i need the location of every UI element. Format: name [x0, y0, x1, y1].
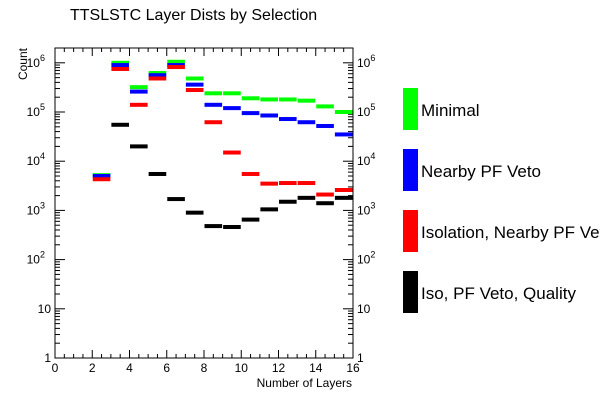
bin-nearby-pf-veto — [92, 174, 111, 179]
plot-frame — [54, 47, 354, 359]
legend-label-isolation-nearby-pf-veto: Isolation, Nearby PF Veto — [421, 223, 600, 242]
bin-minimal — [204, 91, 223, 96]
y-tick-label: 102 — [357, 250, 375, 267]
bin-nearby-pf-veto — [260, 113, 278, 118]
bin-nearby-pf-veto — [223, 106, 241, 111]
x-tick-label: 10 — [235, 361, 249, 375]
y-tick-label: 102 — [27, 250, 45, 267]
bin-iso-pf-veto-quality — [204, 224, 223, 229]
bin-nearby-pf-veto — [148, 73, 167, 78]
bin-nearby-pf-veto — [204, 102, 223, 107]
chart-title: TTSLSTC Layer Dists by Selection — [70, 7, 317, 24]
legend-swatch-isolation-nearby-pf-veto — [403, 210, 418, 252]
y-tick-label: 106 — [27, 53, 45, 70]
y-tick-label: 103 — [27, 200, 45, 217]
bin-iso-pf-veto-quality — [130, 144, 148, 149]
bin-iso-pf-veto-quality — [334, 195, 353, 200]
legend-swatch-nearby-pf-veto — [403, 149, 418, 191]
bin-isolation-nearby-pf-veto — [167, 65, 185, 70]
legend-label-iso-pf-veto-quality: Iso, PF Veto, Quality — [421, 284, 576, 303]
legend-label-minimal: Minimal — [421, 101, 480, 120]
bin-nearby-pf-veto — [279, 117, 297, 122]
x-tick-label: 12 — [272, 361, 286, 375]
y-axis-label: Count — [16, 47, 30, 80]
bin-minimal — [223, 91, 241, 96]
bin-nearby-pf-veto — [130, 89, 148, 94]
x-tick-label: 4 — [126, 361, 133, 375]
bin-iso-pf-veto-quality — [185, 210, 204, 215]
y-tick-label: 105 — [357, 102, 375, 119]
x-tick-label: 2 — [89, 361, 96, 375]
bin-iso-pf-veto-quality — [148, 171, 167, 176]
bin-nearby-pf-veto — [316, 123, 334, 128]
bin-minimal — [130, 85, 148, 90]
y-tick-label: 104 — [357, 151, 375, 168]
axis-ticks — [54, 47, 354, 359]
bin-isolation-nearby-pf-veto — [92, 177, 111, 182]
bin-isolation-nearby-pf-veto — [223, 150, 241, 155]
y-tick-label: 104 — [27, 151, 45, 168]
bin-minimal — [185, 76, 204, 81]
x-tick-label: 6 — [163, 361, 170, 375]
bin-iso-pf-veto-quality — [167, 197, 185, 202]
legend-label-nearby-pf-veto: Nearby PF Veto — [421, 162, 541, 181]
bin-iso-pf-veto-quality — [316, 201, 334, 206]
bin-nearby-pf-veto — [334, 132, 353, 137]
x-tick-label: 16 — [346, 361, 360, 375]
bin-nearby-pf-veto — [297, 120, 316, 125]
bin-iso-pf-veto-quality — [297, 195, 316, 200]
y-tick-label: 105 — [27, 102, 45, 119]
bin-isolation-nearby-pf-veto — [241, 171, 260, 176]
x-tick-label: 8 — [201, 361, 208, 375]
bin-iso-pf-veto-quality — [241, 217, 260, 222]
series-marks — [92, 59, 353, 229]
y-tick-label: 10 — [357, 302, 371, 316]
bin-isolation-nearby-pf-veto — [185, 88, 204, 93]
y-tick-label: 10 — [38, 302, 52, 316]
bin-minimal — [111, 60, 129, 65]
bin-minimal — [148, 71, 167, 76]
bin-nearby-pf-veto — [111, 63, 129, 68]
x-axis-label: Number of Layers — [257, 376, 352, 390]
bin-minimal — [297, 98, 316, 103]
bin-isolation-nearby-pf-veto — [279, 181, 297, 186]
bin-isolation-nearby-pf-veto — [334, 187, 353, 192]
bin-iso-pf-veto-quality — [111, 122, 129, 127]
bin-isolation-nearby-pf-veto — [130, 102, 148, 107]
bin-minimal — [334, 110, 353, 115]
bin-minimal — [279, 97, 297, 102]
bin-isolation-nearby-pf-veto — [260, 181, 278, 186]
bin-isolation-nearby-pf-veto — [111, 66, 129, 71]
bin-iso-pf-veto-quality — [279, 199, 297, 204]
legend-swatch-iso-pf-veto-quality — [403, 271, 418, 313]
bin-nearby-pf-veto — [241, 111, 260, 116]
bin-minimal — [260, 97, 278, 102]
bin-isolation-nearby-pf-veto — [204, 120, 223, 125]
bin-minimal — [167, 59, 185, 64]
y-tick-label: 103 — [357, 200, 375, 217]
bin-isolation-nearby-pf-veto — [148, 76, 167, 81]
bin-isolation-nearby-pf-veto — [316, 192, 334, 197]
bin-iso-pf-veto-quality — [223, 224, 241, 229]
x-tick-label: 14 — [309, 361, 323, 375]
bin-nearby-pf-veto — [185, 82, 204, 87]
bin-isolation-nearby-pf-veto — [297, 181, 316, 186]
x-tick-label: 0 — [52, 361, 59, 375]
y-tick-label: 1 — [357, 351, 364, 365]
y-tick-label: 106 — [357, 53, 375, 70]
bin-minimal — [316, 104, 334, 109]
legend: Minimal Nearby PF Veto Isolation, Nearby P… — [403, 88, 600, 313]
bin-iso-pf-veto-quality — [260, 207, 278, 212]
bin-minimal — [241, 96, 260, 101]
y-tick-label: 1 — [44, 351, 51, 365]
legend-swatch-minimal — [403, 88, 418, 130]
